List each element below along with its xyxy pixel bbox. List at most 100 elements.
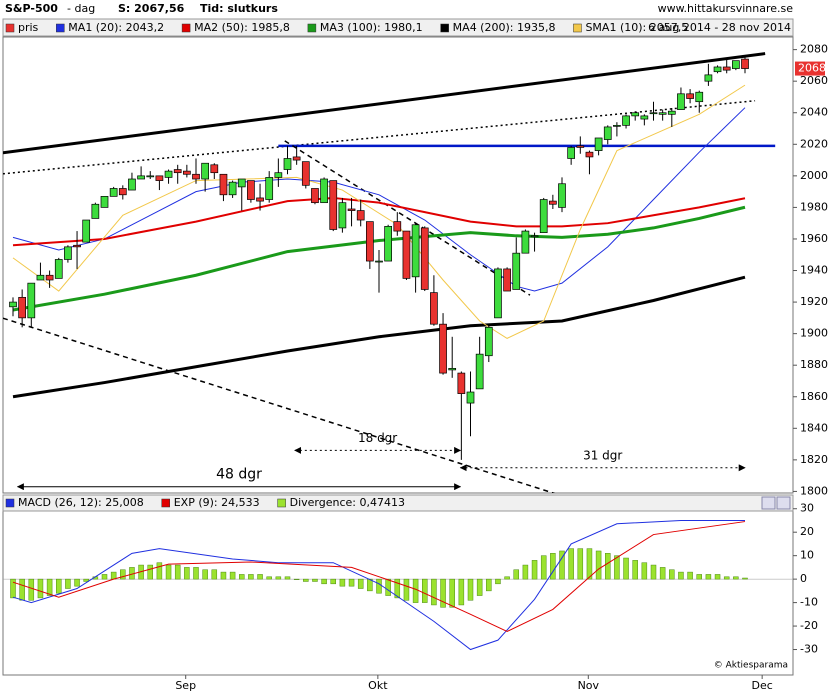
candle-body <box>27 282 36 319</box>
divergence-bar <box>669 569 675 580</box>
ma-line <box>12 275 746 399</box>
divergence-bar <box>687 571 693 580</box>
candle-body <box>146 175 155 178</box>
legend-swatch <box>277 498 286 508</box>
candle-body <box>311 188 319 204</box>
divergence-bar <box>385 578 391 596</box>
divergence-bar <box>303 578 309 582</box>
candle-body <box>411 224 420 278</box>
divergence-bar <box>577 548 584 580</box>
candle-body <box>494 268 502 319</box>
candle-body <box>649 112 658 115</box>
span-label: 48 dgr <box>216 467 262 483</box>
candle-body <box>585 151 594 158</box>
candle-body <box>283 158 292 170</box>
title: S&P-500 <box>5 2 58 15</box>
divergence-bar <box>46 578 53 596</box>
candle-body <box>402 230 411 279</box>
y-tick-label: 1940 <box>800 264 828 277</box>
candle-body <box>503 268 511 292</box>
candle-body <box>420 227 429 290</box>
divergence-bar <box>10 578 16 599</box>
last-price-box <box>795 61 825 76</box>
legend-bar <box>2 18 794 37</box>
divergence-bar <box>495 578 501 585</box>
ma-line <box>12 519 746 651</box>
divergence-bar <box>37 578 44 599</box>
legend-label: MA2 (50): 1985,8 <box>194 21 290 34</box>
divergence-bar <box>74 578 80 587</box>
divergence-bar <box>678 571 684 580</box>
divergence-bar <box>449 578 455 608</box>
macd-plot <box>3 519 793 651</box>
candle-body <box>329 180 338 230</box>
candle-body <box>475 353 484 390</box>
candle-body <box>192 173 200 180</box>
divergence-bar <box>19 578 25 601</box>
span-label: 18 dgr <box>358 431 397 445</box>
candle-body <box>366 221 374 262</box>
divergence-bar <box>723 576 730 580</box>
y-tick-label: 1840 <box>800 421 828 434</box>
candle-body <box>164 170 173 178</box>
y-tick-label: 10 <box>800 549 814 562</box>
trend-line <box>3 99 756 175</box>
trend-line <box>3 317 555 493</box>
candle-body <box>338 202 347 229</box>
candle-body <box>457 372 466 394</box>
candle-body <box>576 145 585 148</box>
candle-body <box>640 115 649 120</box>
divergence-bar <box>321 578 327 585</box>
legend-swatch <box>181 23 191 33</box>
ma-line <box>12 521 746 633</box>
divergence-bar <box>312 578 318 582</box>
candle-body <box>36 274 45 281</box>
divergence-bar <box>586 548 593 580</box>
divergence-bar <box>595 550 602 580</box>
legend-swatch <box>161 498 170 508</box>
divergence-bar <box>632 560 638 580</box>
divergence-bar <box>440 578 446 608</box>
legend-label: MACD (26, 12): 25,008 <box>18 496 144 509</box>
divergence-bar <box>531 560 538 580</box>
divergence-bar <box>476 578 483 596</box>
x-tick-label: Dec <box>752 679 773 692</box>
x-tick-label: Okt <box>368 679 388 692</box>
candle-body <box>539 199 548 234</box>
candle-body <box>713 66 722 73</box>
divergence-bar <box>284 576 291 580</box>
candle-body <box>256 197 264 202</box>
candle-body <box>439 323 447 374</box>
y-tick-label: 20 <box>800 525 814 538</box>
y-tick-label: 1920 <box>800 295 828 308</box>
price-plot <box>3 52 776 493</box>
candle-body <box>128 178 136 191</box>
divergence-bar <box>714 574 721 580</box>
candle-body <box>484 326 493 357</box>
y-tick-label: 30 <box>800 502 814 515</box>
divergence-bar <box>202 569 208 580</box>
legend-swatch <box>56 23 65 33</box>
divergence-bar <box>193 567 199 580</box>
close-button[interactable] <box>776 496 791 510</box>
candle-body <box>109 188 118 197</box>
divergence-bar <box>65 578 71 589</box>
divergence-bar <box>348 578 355 587</box>
candle-body <box>722 66 731 71</box>
zoom-button[interactable] <box>761 496 776 510</box>
candle-body <box>54 259 63 279</box>
candle-body <box>375 260 383 263</box>
legend-swatch <box>440 23 449 33</box>
divergence-bar <box>83 578 89 582</box>
divergence-bar <box>220 571 227 580</box>
candle-body <box>210 164 219 174</box>
candle-body <box>100 196 109 208</box>
candle-body <box>558 183 566 208</box>
divergence-bar <box>742 577 748 580</box>
y-tick-label: 1960 <box>800 232 828 245</box>
divergence-bar <box>705 574 712 580</box>
span-label: 31 dgr <box>583 448 622 462</box>
candle-body <box>731 60 740 69</box>
candle-body <box>9 301 17 308</box>
